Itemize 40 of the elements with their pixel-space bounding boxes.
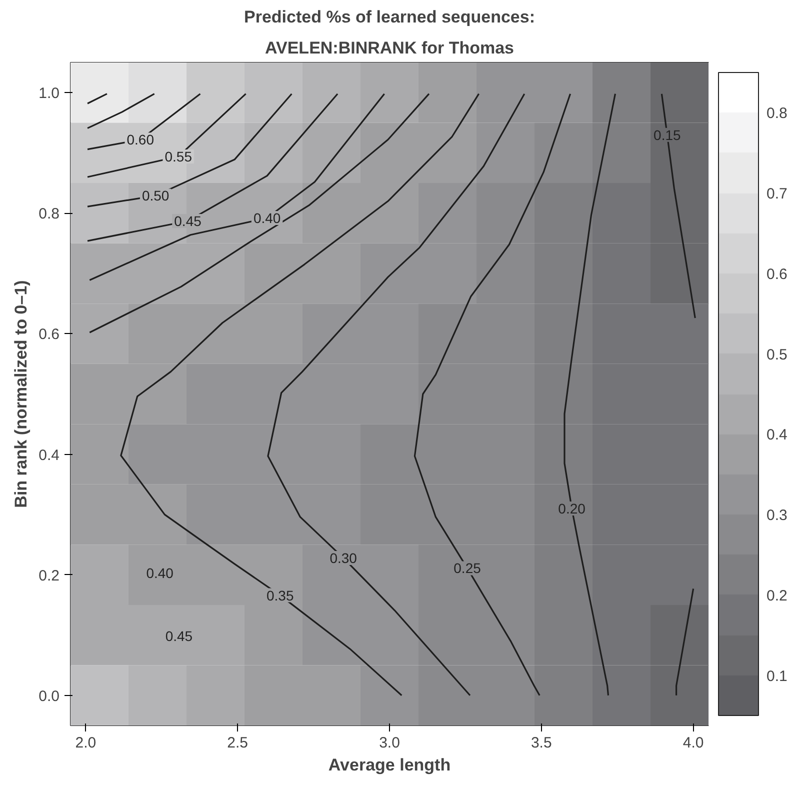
annotation: 0.45 xyxy=(165,628,193,644)
annotation: 0.55 xyxy=(164,148,192,165)
x-tick-label: 3.5 xyxy=(530,734,552,752)
x-tick-label: 3.0 xyxy=(379,734,400,752)
annotation: 0.40 xyxy=(253,210,281,226)
color-bar-label: 0.6 xyxy=(766,266,788,283)
annotation: 0.25 xyxy=(454,560,482,576)
annotation: 0.45 xyxy=(174,213,202,230)
color-bar-label: 0.1 xyxy=(766,668,788,685)
color-bar-label: 0.5 xyxy=(766,346,788,364)
y-tick-label: 0.0 xyxy=(38,688,60,705)
y-tick-label: 0.8 xyxy=(38,206,60,223)
line-series xyxy=(86,93,292,208)
x-tick-label: 4.0 xyxy=(682,734,704,752)
y-tick-label: 0.4 xyxy=(38,446,60,464)
line-series xyxy=(120,93,480,696)
chart-subtitle: AVELEN:BINRANK for Thomas xyxy=(264,38,514,58)
x-axis-title: Average length xyxy=(328,756,451,774)
annotation: 0.50 xyxy=(142,188,170,204)
y-axis-title: Bin rank (normalized to 0–1) xyxy=(12,280,31,508)
color-bar-label: 0.2 xyxy=(766,587,788,604)
x-tick-label: 2.5 xyxy=(227,734,248,752)
color-bar-label: 0.4 xyxy=(766,426,788,444)
y-tick-label: 0.6 xyxy=(38,326,60,344)
chart-title: Predicted %s of learned sequences: xyxy=(244,8,536,26)
annotation: 0.40 xyxy=(146,565,174,582)
x-tick-label: 2.0 xyxy=(75,734,96,752)
y-tick-label: 1.0 xyxy=(38,85,60,102)
annotation: 0.30 xyxy=(330,550,358,566)
line-series xyxy=(88,93,386,281)
line-series xyxy=(86,93,338,242)
annotation: 0.15 xyxy=(654,126,682,143)
annotation: 0.35 xyxy=(266,587,294,604)
color-bar-label: 0.8 xyxy=(766,105,788,122)
annotation: 0.20 xyxy=(558,500,586,517)
line-series xyxy=(88,93,430,334)
color-bar-label: 0.3 xyxy=(766,507,788,524)
color-bar-label: 0.7 xyxy=(766,186,788,203)
annotation: 0.60 xyxy=(126,132,154,148)
y-tick-label: 0.2 xyxy=(38,567,60,584)
